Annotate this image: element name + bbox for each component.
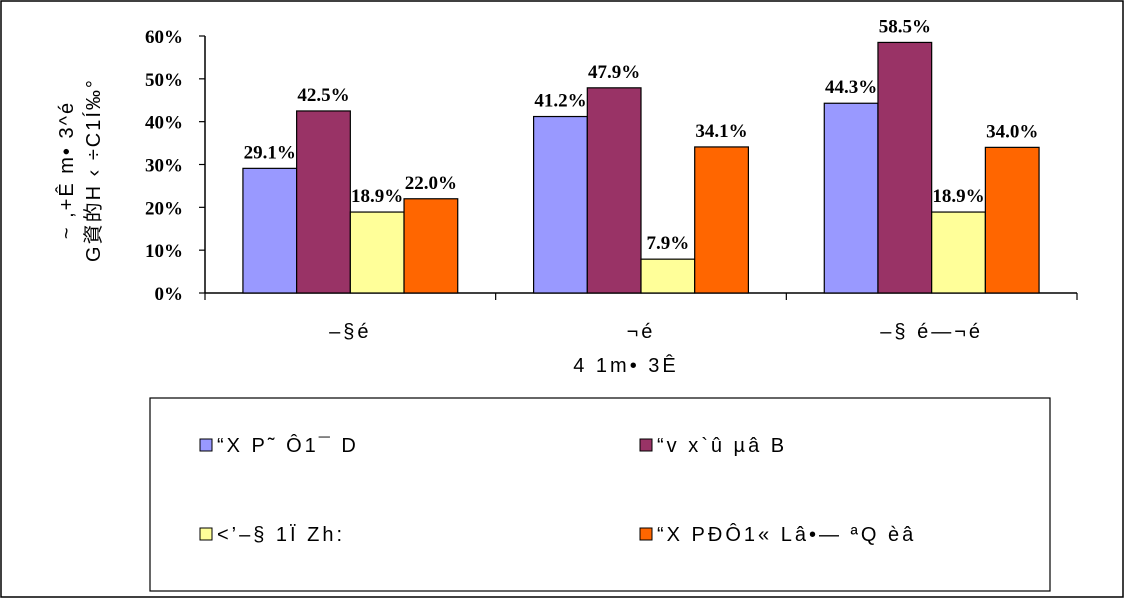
- bar: [823, 102, 879, 294]
- bar: [296, 110, 351, 294]
- bar: [984, 146, 1040, 294]
- bar: [349, 211, 405, 294]
- legend-swatch: [199, 438, 213, 452]
- data-label: 42.5%: [297, 85, 349, 106]
- plot-area: 0%10%20%30%40%50%60%–§é29.1%42.5%18.9%22…: [145, 16, 1078, 343]
- data-label: 18.9%: [932, 186, 984, 207]
- x-category-label: ¬é: [627, 321, 656, 343]
- legend-swatch: [639, 527, 653, 541]
- legend-swatch: [639, 438, 653, 452]
- data-label: 22.0%: [405, 173, 457, 194]
- y-axis-title-line-2: G資的H ‹ ÷C1Í‰°: [82, 78, 105, 262]
- legend-box: [149, 397, 1051, 592]
- data-label: 7.9%: [646, 233, 689, 254]
- legend: “X P˜ Ô1¯ D “v x`û µâ B <’–§ 1Ï Zh: “X PÐÔ1…: [199, 434, 916, 546]
- y-tick-label: 60%: [145, 27, 183, 48]
- bar: [532, 115, 588, 294]
- bar: [640, 258, 696, 294]
- y-axis-title: ~ ,+Ê m• 3^é G資的H ‹ ÷C1Í‰°: [55, 78, 105, 262]
- bar: [694, 146, 750, 294]
- data-label: 18.9%: [351, 186, 403, 207]
- y-tick-label: 30%: [145, 156, 183, 177]
- legend-label: “X PÐÔ1« Lâ•— ªQ èâ: [657, 523, 916, 546]
- y-tick-label: 10%: [145, 241, 183, 262]
- data-label: 41.2%: [534, 91, 586, 112]
- y-tick-label: 50%: [145, 70, 183, 91]
- data-label: 29.1%: [244, 142, 296, 163]
- y-axis-title-line-1: ~ ,+Ê m• 3^é: [55, 101, 78, 239]
- y-tick-label: 0%: [155, 284, 184, 305]
- x-category-label: –§é: [329, 321, 371, 343]
- data-label: 34.1%: [695, 121, 747, 142]
- bar: [877, 41, 933, 294]
- x-axis-title: 4 1m• 3Ê: [573, 354, 678, 377]
- data-label: 44.3%: [825, 77, 877, 98]
- data-label: 47.9%: [588, 62, 640, 83]
- data-label: 58.5%: [879, 16, 931, 37]
- legend-label: <’–§ 1Ï Zh:: [217, 524, 345, 546]
- bar: [931, 211, 986, 294]
- legend-label: “v x`û µâ B: [657, 435, 787, 457]
- bar: [586, 87, 642, 294]
- bar: [242, 167, 298, 294]
- bar: [403, 198, 459, 294]
- x-category-label: –§ é—¬é: [880, 321, 983, 343]
- data-label: 34.0%: [986, 121, 1038, 142]
- legend-swatch: [199, 527, 213, 541]
- y-tick-label: 20%: [145, 198, 183, 219]
- y-tick-label: 40%: [145, 113, 183, 134]
- legend-label: “X P˜ Ô1¯ D: [217, 434, 359, 457]
